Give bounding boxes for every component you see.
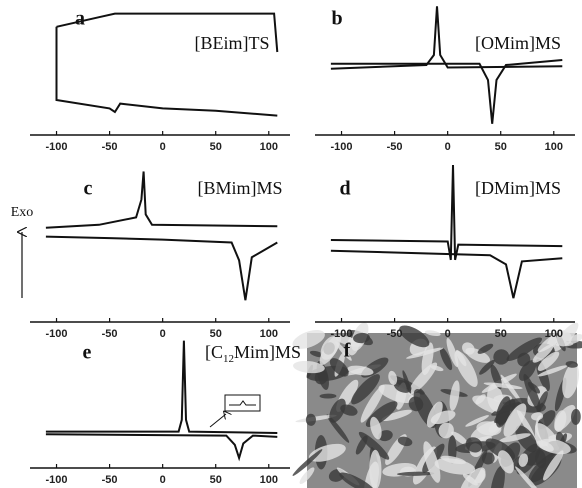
x-tick-label: 50 bbox=[210, 328, 222, 340]
sample-label: [DMim]MS bbox=[475, 178, 561, 198]
x-tick-label: 100 bbox=[260, 474, 278, 486]
x-tick-label: -100 bbox=[46, 474, 68, 486]
inset-arrow bbox=[210, 414, 226, 427]
x-tick-label: 0 bbox=[160, 141, 166, 153]
x-tick-label: 50 bbox=[210, 141, 222, 153]
figure: Exo -100 -50 0 50 100 [BEim]TS a -100 -50 0 50 100 [… bbox=[0, 0, 582, 488]
x-tick-label: 50 bbox=[210, 474, 222, 486]
curve bbox=[331, 251, 562, 298]
x-tick-label: -100 bbox=[46, 328, 68, 340]
panel-label: d bbox=[339, 178, 350, 200]
panel-label: e bbox=[83, 342, 92, 364]
exo-label: Exo bbox=[11, 205, 34, 220]
panel-label: b bbox=[331, 8, 342, 30]
x-tick-label: -100 bbox=[46, 141, 68, 153]
x-tick-label: 0 bbox=[160, 328, 166, 340]
sample-label: [BMim]MS bbox=[197, 178, 282, 198]
x-tick-label: -100 bbox=[331, 141, 353, 153]
curve bbox=[46, 237, 277, 301]
x-tick-label: 50 bbox=[495, 328, 507, 340]
inset bbox=[225, 395, 260, 411]
x-tick-label: -50 bbox=[102, 474, 118, 486]
x-tick-label: 100 bbox=[260, 141, 278, 153]
x-tick-label: 0 bbox=[445, 328, 451, 340]
x-tick-label: 0 bbox=[160, 474, 166, 486]
sample-label: [C12Mim]MS bbox=[205, 342, 301, 364]
sample-label: [BEim]TS bbox=[195, 33, 270, 53]
x-tick-label: -100 bbox=[331, 328, 353, 340]
x-tick-label: -50 bbox=[102, 141, 118, 153]
curve bbox=[46, 434, 277, 458]
micrograph bbox=[290, 319, 582, 488]
x-tick-label: -50 bbox=[387, 328, 403, 340]
panel-label: f bbox=[344, 340, 351, 362]
panel-label: c bbox=[84, 178, 93, 200]
x-tick-label: 100 bbox=[545, 328, 563, 340]
panel-label: a bbox=[75, 8, 85, 30]
x-tick-label: -50 bbox=[387, 141, 403, 153]
x-tick-label: 100 bbox=[545, 141, 563, 153]
x-tick-label: 50 bbox=[495, 141, 507, 153]
sample-label: [OMim]MS bbox=[475, 33, 561, 53]
x-tick-label: 100 bbox=[260, 328, 278, 340]
x-tick-label: -50 bbox=[102, 328, 118, 340]
curve bbox=[331, 60, 562, 124]
x-tick-label: 0 bbox=[445, 141, 451, 153]
